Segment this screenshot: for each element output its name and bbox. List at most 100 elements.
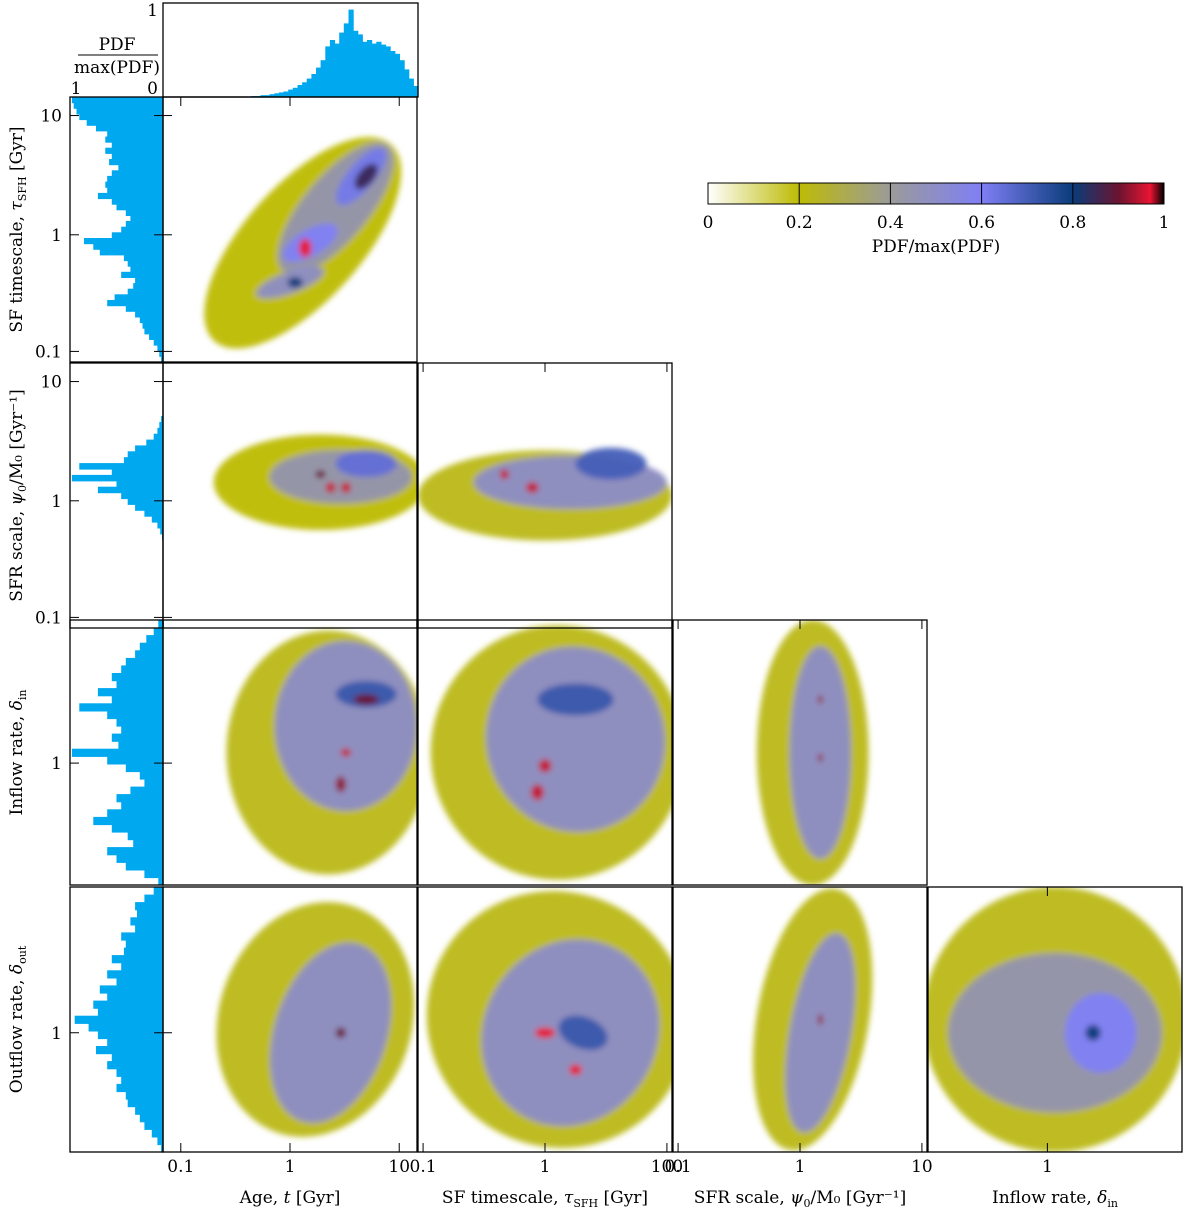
- age-hist-bar: [353, 30, 359, 97]
- outflow-hist-bar: [111, 955, 163, 964]
- density-blob-1-1-4: [499, 469, 509, 480]
- age-hist-bar: [316, 67, 322, 97]
- tau-hist-bar: [144, 328, 163, 335]
- tau-hist-bar: [97, 192, 163, 200]
- outflow-hist-bar: [135, 1106, 163, 1115]
- outflow-hist-bar: [151, 1129, 163, 1138]
- tau-hist-bar: [114, 294, 163, 301]
- outflow-hist-bar: [135, 902, 163, 911]
- y-tick-label: 10: [40, 107, 62, 127]
- age-hist-bar: [394, 53, 400, 97]
- inflow-hist-bar: [93, 816, 164, 826]
- inflow-hist-bar: [130, 786, 163, 795]
- tau-hist-bar: [133, 283, 163, 290]
- age-hist-bar: [302, 82, 308, 97]
- y-axis-title: SFR scale, ψ0/M₀ [Gyr⁻¹]: [7, 389, 29, 601]
- tick-marks: [70, 97, 1048, 1152]
- age-hist-bar: [348, 9, 354, 98]
- inflow-hist-bar: [107, 809, 163, 818]
- x-axis-title: Inflow rate, δin: [992, 1188, 1118, 1210]
- density-blob-2-1-1: [486, 646, 665, 832]
- age-hist-bar: [265, 95, 271, 97]
- pdf-numerator: PDF: [99, 35, 136, 55]
- density-blob-3-2-1: [785, 933, 856, 1133]
- density-blob-0-0-3: [354, 163, 378, 190]
- tau-hist-bar: [86, 119, 163, 126]
- inflow-hist-bar: [111, 673, 163, 682]
- panel-frame-2-1: [417, 619, 673, 886]
- density-blob-0-0-5: [298, 238, 312, 258]
- tau-hist-bar: [123, 254, 163, 262]
- density-blob-0-0-7: [287, 277, 303, 288]
- y-tick-label: 1: [51, 492, 62, 512]
- tau-hist-bar: [135, 311, 163, 318]
- y-axis-2: 1 Inflow rate, δin: [7, 689, 62, 815]
- outflow-hist-bar: [107, 1061, 163, 1070]
- colorbar-tick-label: 1: [1159, 213, 1170, 233]
- sfr-hist-bar: [71, 474, 163, 482]
- sfr-hist-bar: [157, 427, 163, 435]
- top-hist-ytick: 0: [147, 79, 158, 99]
- y-axis-title: Inflow rate, δin: [7, 689, 29, 815]
- y-axis-1: 10 1 0.1 SFR scale, ψ0/M₀ [Gyr⁻¹]: [7, 373, 62, 629]
- tau-hist-bar: [99, 249, 163, 256]
- density-blob-2-0-5: [335, 776, 346, 793]
- outflow-hist-bar: [121, 962, 164, 971]
- histograms-layer: [71, 9, 419, 1153]
- inflow-hist-bar: [139, 771, 164, 780]
- outflow-hist-bar: [135, 924, 163, 934]
- tau-hist-bar: [125, 209, 163, 216]
- age-hist-bar: [385, 46, 391, 97]
- x-tick-label: 100: [651, 1157, 683, 1177]
- outflow-hist-bar: [116, 1068, 163, 1077]
- inflow-hist-bar: [111, 824, 163, 833]
- x-tick-label: 1: [1042, 1157, 1053, 1177]
- outflow-hist-bar: [127, 1099, 163, 1108]
- age-hist-bar: [260, 95, 266, 97]
- x-axis-ticks-2: [677, 620, 923, 1152]
- tau-hist-bar: [135, 277, 163, 284]
- sfr-hist-bar: [135, 504, 163, 511]
- inflow-hist-bar: [121, 726, 164, 735]
- outflow-hist-bar: [107, 970, 163, 979]
- panels-layer: [204, 137, 1182, 1152]
- sfr-hist-bar: [161, 416, 163, 423]
- colorbar-tick-label: 0.8: [1059, 213, 1086, 233]
- tau-hist-bar: [130, 215, 163, 222]
- heatmap-panel-3-0: [216, 902, 415, 1137]
- density-blob-3-3-1: [948, 953, 1162, 1113]
- x-tick-label: 0.1: [410, 1157, 437, 1177]
- tau-hist-bar: [118, 164, 163, 171]
- sfr-hist-bar: [121, 492, 164, 500]
- x-axis-ticks-0: [180, 97, 400, 1152]
- outflow-hist-bar: [130, 917, 163, 926]
- x-tick-label: 10: [388, 1157, 410, 1177]
- inflow-hist-bar: [107, 756, 163, 765]
- inflow-hist-bar: [139, 642, 164, 651]
- tau-hist-bar: [109, 159, 163, 166]
- outflow-hist-bar: [74, 1015, 163, 1024]
- sfr-hist-bar: [97, 486, 163, 494]
- inflow-hist-bar: [133, 839, 163, 848]
- tau-hist-bar: [73, 102, 163, 109]
- inflow-hist-bar: [144, 779, 163, 788]
- tau-hist-bar: [107, 130, 163, 137]
- age-hist-bar: [390, 51, 396, 97]
- heatmap-panel-2-0: [226, 630, 417, 875]
- outflow-hist-bar: [161, 1144, 163, 1153]
- tau-hist-bar: [79, 113, 163, 121]
- outflow-hist-bar: [99, 985, 163, 994]
- outflow-hist-bar: [144, 894, 163, 903]
- outflow-hist-bar: [97, 1008, 163, 1017]
- age-hist-bar: [283, 91, 289, 97]
- x-tick-label: 1: [795, 1157, 806, 1177]
- outflow-hist-bar: [157, 1136, 163, 1146]
- panel-frame-1-0: [162, 362, 418, 629]
- outflow-hist-bar: [144, 1121, 163, 1130]
- tau-hist-bar: [159, 350, 163, 357]
- y-axis-ticks-1: [70, 381, 172, 618]
- sfr-hist-bar: [144, 510, 163, 517]
- age-hist-bar: [408, 78, 414, 97]
- y-tick-label: 0.1: [35, 608, 62, 628]
